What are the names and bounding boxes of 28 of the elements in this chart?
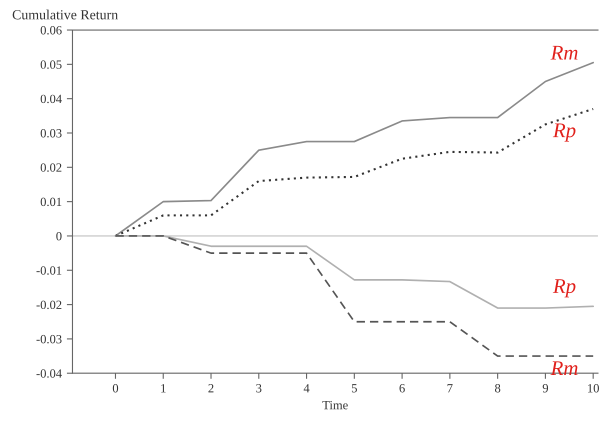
y-tick-label: 0.01: [40, 198, 62, 206]
y-tick-label: 0.03: [40, 129, 62, 138]
x-tick-label: 0: [112, 384, 118, 392]
x-tick-label: 1: [161, 384, 166, 392]
x-axis-title: Time: [322, 400, 348, 410]
y-axis-title: Cumulative Return: [12, 10, 118, 20]
y-tick-label: 0.02: [40, 163, 62, 172]
x-tick-label: 8: [494, 384, 500, 392]
x-tick-label: 6: [400, 384, 405, 392]
x-tick-label: 10: [588, 384, 599, 392]
y-tick-label: -0.03: [36, 334, 62, 344]
x-tick-label: 2: [208, 384, 214, 392]
x-tick-label: 5: [352, 384, 357, 392]
series-label: Rm: [550, 361, 578, 375]
series-label: Rp: [552, 279, 576, 298]
y-tick-label: 0.06: [40, 26, 62, 35]
x-tick-label: 4: [304, 384, 310, 392]
y-tick-label: -0.02: [36, 300, 62, 310]
y-tick-label: -0.04: [36, 369, 62, 378]
y-tick-label: 0: [56, 232, 62, 240]
x-tick-label: 7: [448, 384, 453, 392]
y-tick-label: -0.01: [36, 266, 62, 275]
y-tick-label: 0.05: [40, 60, 62, 69]
series-label: Rm: [550, 46, 578, 60]
x-tick-label: 3: [256, 384, 262, 392]
y-tick-label: 0.04: [40, 94, 62, 104]
x-tick-label: 9: [542, 384, 548, 392]
series-label: Rp: [552, 123, 576, 142]
